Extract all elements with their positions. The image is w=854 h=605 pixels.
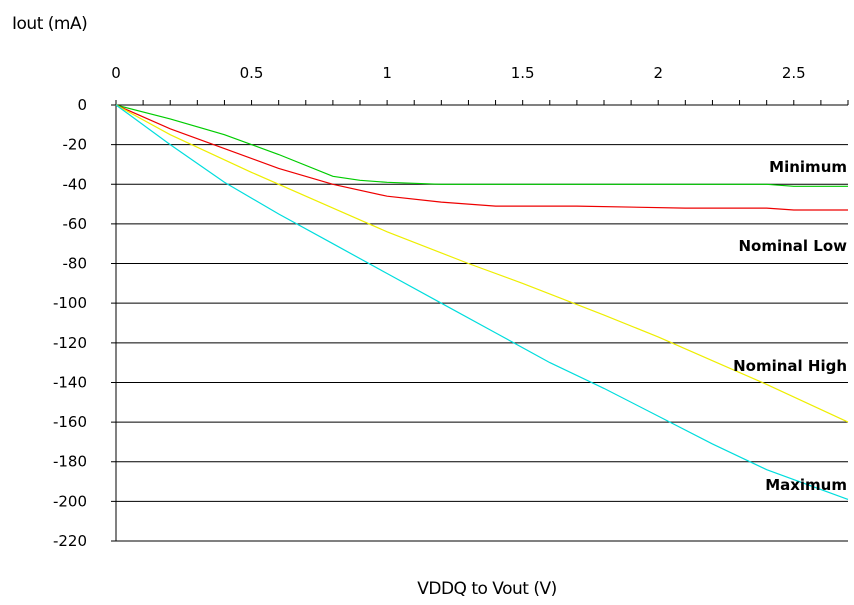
x-axis-title: VDDQ to Vout (V) [417, 579, 557, 599]
x-tick-label: 2.5 [782, 64, 806, 82]
series-line-nominal-low [115, 104, 848, 211]
y-tick-label: -180 [53, 453, 87, 471]
x-tick-label: 1 [382, 64, 392, 82]
y-tick-label: -60 [63, 215, 88, 233]
y-tick-label: -140 [53, 373, 87, 391]
series-lines [115, 104, 849, 500]
y-tick-label: -80 [63, 255, 88, 273]
series-label: Minimum [769, 158, 847, 176]
y-tick-label: -40 [63, 175, 88, 193]
y-tick-label: 0 [77, 96, 87, 114]
series-line-minimum [115, 104, 848, 187]
y-tick-label: -200 [53, 492, 87, 510]
labels: Minimum Nominal Low Nominal High Maximum [733, 158, 847, 494]
x-tick-label: 0 [111, 64, 121, 82]
series-label: Maximum [765, 476, 847, 494]
gridlines [111, 104, 848, 542]
axes: 0 -20 -40 -60 -80 -100 -120 -140 -160 -180 -200 -22… [53, 64, 849, 550]
y-tick-label: -220 [53, 532, 87, 550]
y-tick-label: -120 [53, 334, 87, 352]
series-line-nominal-high [115, 104, 849, 423]
series-line-maximum [115, 104, 849, 500]
x-tick-label: 2 [653, 64, 663, 82]
x-tick-label: 0.5 [240, 64, 264, 82]
series-label: Nominal Low [738, 237, 847, 255]
series-label: Nominal High [733, 357, 847, 375]
y-tick-label: -100 [53, 294, 87, 312]
y-tick-label: -20 [63, 136, 88, 154]
y-axis-title: Iout (mA) [12, 14, 87, 34]
x-tick-label: 1.5 [511, 64, 535, 82]
y-tick-label: -160 [53, 413, 87, 431]
